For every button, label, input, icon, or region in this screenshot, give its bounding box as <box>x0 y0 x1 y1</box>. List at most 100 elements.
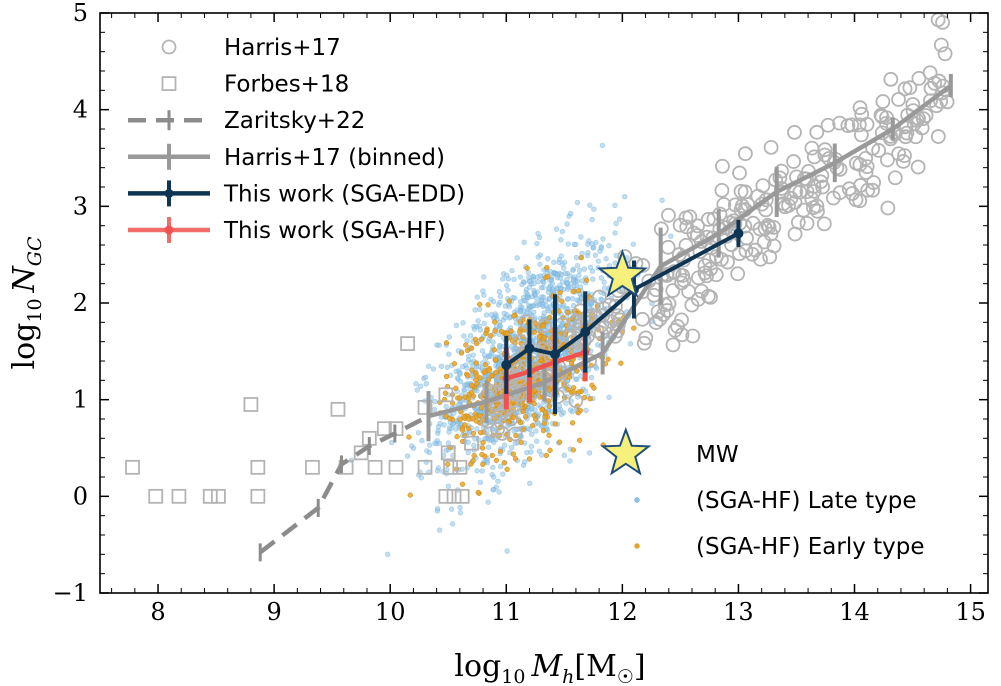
early-type-point <box>546 387 553 393</box>
late-type-point <box>480 288 486 294</box>
late-type-point <box>527 480 533 487</box>
harris17-point <box>806 178 822 194</box>
harris17-point <box>747 242 763 258</box>
harris17-point <box>730 266 746 282</box>
late-type-point <box>556 303 562 309</box>
early-type-point <box>501 460 507 466</box>
legend-forbes18-marker <box>161 76 177 91</box>
late-type-point <box>465 439 471 446</box>
late-type-point <box>526 304 533 310</box>
harris17-point <box>754 196 770 212</box>
forbes18-point <box>446 488 462 504</box>
late-type-point <box>430 366 437 372</box>
late-type-point <box>490 298 497 305</box>
legend-point <box>164 225 174 235</box>
late-type-point <box>495 302 502 308</box>
late-type-point <box>612 230 618 236</box>
early-type-point <box>457 417 463 423</box>
early-type-point <box>520 426 527 432</box>
early-type-point <box>406 434 412 440</box>
late-type-point <box>524 425 531 431</box>
late-type-point <box>589 216 595 223</box>
late-type-point <box>553 226 560 232</box>
early-type-point <box>469 345 475 351</box>
harris17-point <box>703 261 718 277</box>
early-type-point <box>518 439 524 445</box>
late-type-point <box>464 337 470 344</box>
late-type-point <box>509 267 515 274</box>
late-type-point <box>415 430 422 436</box>
early-type-point <box>488 373 494 379</box>
late-type-point <box>521 239 527 246</box>
harris17-point <box>874 109 890 124</box>
late-type-point <box>659 197 665 203</box>
late-type-point <box>388 439 395 446</box>
late-type-point <box>425 363 432 369</box>
late-type-point <box>567 407 574 413</box>
late-type-point <box>436 440 443 446</box>
late-type-point <box>408 443 415 449</box>
early-type-point <box>531 412 537 419</box>
late-type-point <box>545 256 551 262</box>
late-type-point <box>571 283 577 289</box>
late-type-point <box>574 199 581 206</box>
early-type-point <box>492 319 498 325</box>
harris17-point <box>880 200 896 216</box>
late-type-point <box>448 506 455 512</box>
forbes18-point <box>438 387 454 403</box>
early-type-point <box>569 420 576 426</box>
forbes18-point <box>202 488 218 504</box>
late-type-point <box>491 439 497 446</box>
early-type-point <box>543 410 549 416</box>
early-type-point <box>520 408 526 415</box>
late-type-point <box>541 279 547 286</box>
harris17-point <box>891 92 906 107</box>
harris17-point <box>634 311 650 327</box>
harris17-point <box>891 146 907 162</box>
y-tick-label: 3 <box>73 192 88 220</box>
late-type-point <box>457 370 463 376</box>
harris17-point <box>674 312 689 328</box>
late-type-point <box>587 202 593 208</box>
y-tick-label: 4 <box>73 96 88 124</box>
harris17-point <box>910 159 926 175</box>
late-type-point <box>464 365 470 371</box>
late-type-point <box>529 431 535 438</box>
late-type-point <box>537 273 544 279</box>
late-type-point <box>432 398 438 405</box>
late-type-point <box>419 437 425 444</box>
x-tick-label: 8 <box>150 598 165 626</box>
early-type-point <box>539 407 545 413</box>
harris17-point <box>787 226 803 242</box>
early-type-point <box>443 373 450 380</box>
harris17-point <box>716 197 732 212</box>
early-type-point <box>526 456 533 462</box>
harris17-point <box>518 314 534 330</box>
sga-edd-point <box>501 359 512 370</box>
late-type-point <box>517 303 524 310</box>
harris17-point <box>809 124 825 140</box>
early-type-point <box>474 380 480 387</box>
late-type-point <box>535 254 541 260</box>
late-type-point <box>404 453 411 459</box>
early-type-point <box>541 420 548 426</box>
harris17-point <box>895 154 911 169</box>
early-type-point <box>631 325 637 331</box>
late-type-point <box>599 142 606 149</box>
y-tick-label: −1 <box>53 579 88 607</box>
harris17-point <box>752 221 768 237</box>
harris17-point <box>853 127 869 143</box>
late-type-point <box>601 279 607 285</box>
late-type-point <box>422 374 429 380</box>
late-type-point <box>460 320 466 326</box>
late-type-point <box>557 282 563 288</box>
legend-label: (SGA-HF) Late type <box>696 488 917 514</box>
late-type-point <box>601 285 608 291</box>
late-type-point <box>474 294 480 300</box>
late-type-point <box>581 266 588 272</box>
early-type-point <box>583 277 590 283</box>
harris17-point <box>610 323 626 339</box>
late-type-point <box>491 474 497 480</box>
late-type-point <box>561 259 568 265</box>
